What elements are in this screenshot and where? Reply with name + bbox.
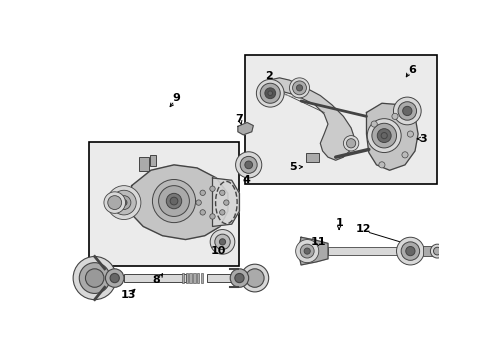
Circle shape (245, 269, 264, 287)
Bar (197, 273, 199, 283)
Bar (422, 247, 441, 256)
Circle shape (292, 81, 306, 95)
Circle shape (219, 190, 224, 195)
Polygon shape (212, 178, 239, 226)
Circle shape (107, 195, 122, 210)
Bar (327, 247, 404, 255)
Circle shape (256, 80, 284, 107)
Circle shape (152, 180, 195, 222)
Circle shape (402, 106, 411, 116)
Polygon shape (130, 165, 227, 239)
Bar (207, 274, 236, 282)
Text: 2: 2 (264, 72, 272, 81)
Circle shape (121, 199, 127, 206)
Circle shape (405, 247, 414, 256)
Circle shape (234, 274, 244, 283)
Polygon shape (238, 122, 253, 135)
Circle shape (235, 152, 261, 178)
Circle shape (380, 132, 386, 139)
Circle shape (117, 195, 131, 210)
Circle shape (393, 97, 420, 125)
Circle shape (432, 247, 440, 255)
Circle shape (296, 85, 302, 91)
Text: 12: 12 (355, 225, 370, 234)
Text: 3: 3 (418, 134, 426, 144)
Text: 8: 8 (152, 275, 160, 285)
Text: 9: 9 (172, 93, 180, 103)
Circle shape (73, 256, 116, 300)
Circle shape (200, 210, 205, 215)
Bar (150, 155, 156, 166)
Circle shape (85, 269, 104, 287)
Bar (201, 273, 203, 283)
Circle shape (111, 190, 136, 215)
Circle shape (264, 88, 275, 99)
Circle shape (401, 152, 407, 158)
Circle shape (104, 192, 125, 213)
Circle shape (209, 214, 215, 219)
Circle shape (397, 102, 416, 120)
Circle shape (295, 239, 318, 263)
Circle shape (370, 121, 377, 127)
Circle shape (214, 234, 230, 249)
Circle shape (429, 244, 444, 258)
Circle shape (110, 274, 119, 283)
Circle shape (304, 248, 310, 254)
Text: 7: 7 (235, 114, 243, 123)
Bar (306, 153, 318, 162)
Circle shape (289, 78, 309, 98)
Text: 5: 5 (289, 162, 296, 172)
Circle shape (391, 113, 397, 120)
Text: 4: 4 (243, 175, 250, 185)
Circle shape (260, 83, 280, 103)
Circle shape (240, 156, 257, 173)
Circle shape (300, 244, 313, 258)
Circle shape (223, 200, 228, 205)
Polygon shape (366, 103, 417, 170)
Text: 10: 10 (210, 246, 226, 256)
Circle shape (219, 239, 225, 245)
Circle shape (210, 230, 234, 254)
Circle shape (219, 210, 224, 215)
Circle shape (343, 136, 358, 151)
Circle shape (366, 119, 400, 153)
Bar (139, 157, 148, 171)
Text: 13: 13 (121, 291, 136, 301)
Polygon shape (262, 78, 354, 160)
Bar (185, 273, 187, 283)
Circle shape (196, 200, 201, 205)
Circle shape (378, 162, 384, 168)
Circle shape (400, 242, 419, 260)
Bar (189, 273, 191, 283)
Circle shape (241, 264, 268, 292)
Circle shape (267, 91, 272, 95)
Circle shape (346, 139, 355, 148)
Circle shape (244, 161, 252, 169)
Circle shape (230, 269, 248, 287)
Polygon shape (299, 237, 327, 265)
Circle shape (158, 186, 189, 216)
Text: 1: 1 (335, 219, 342, 228)
Bar (244, 55, 436, 184)
Circle shape (105, 269, 123, 287)
Bar (123, 274, 185, 282)
Bar (88, 142, 239, 266)
Text: 11: 11 (310, 237, 325, 247)
Circle shape (407, 131, 413, 137)
Circle shape (170, 197, 178, 205)
Circle shape (79, 263, 110, 293)
Bar (193, 273, 195, 283)
Circle shape (396, 237, 424, 265)
Circle shape (200, 190, 205, 195)
Circle shape (377, 129, 390, 143)
Circle shape (107, 186, 141, 220)
Circle shape (209, 186, 215, 192)
Text: 6: 6 (407, 64, 415, 75)
Circle shape (166, 193, 182, 209)
Circle shape (371, 123, 396, 148)
Bar (182, 273, 183, 283)
